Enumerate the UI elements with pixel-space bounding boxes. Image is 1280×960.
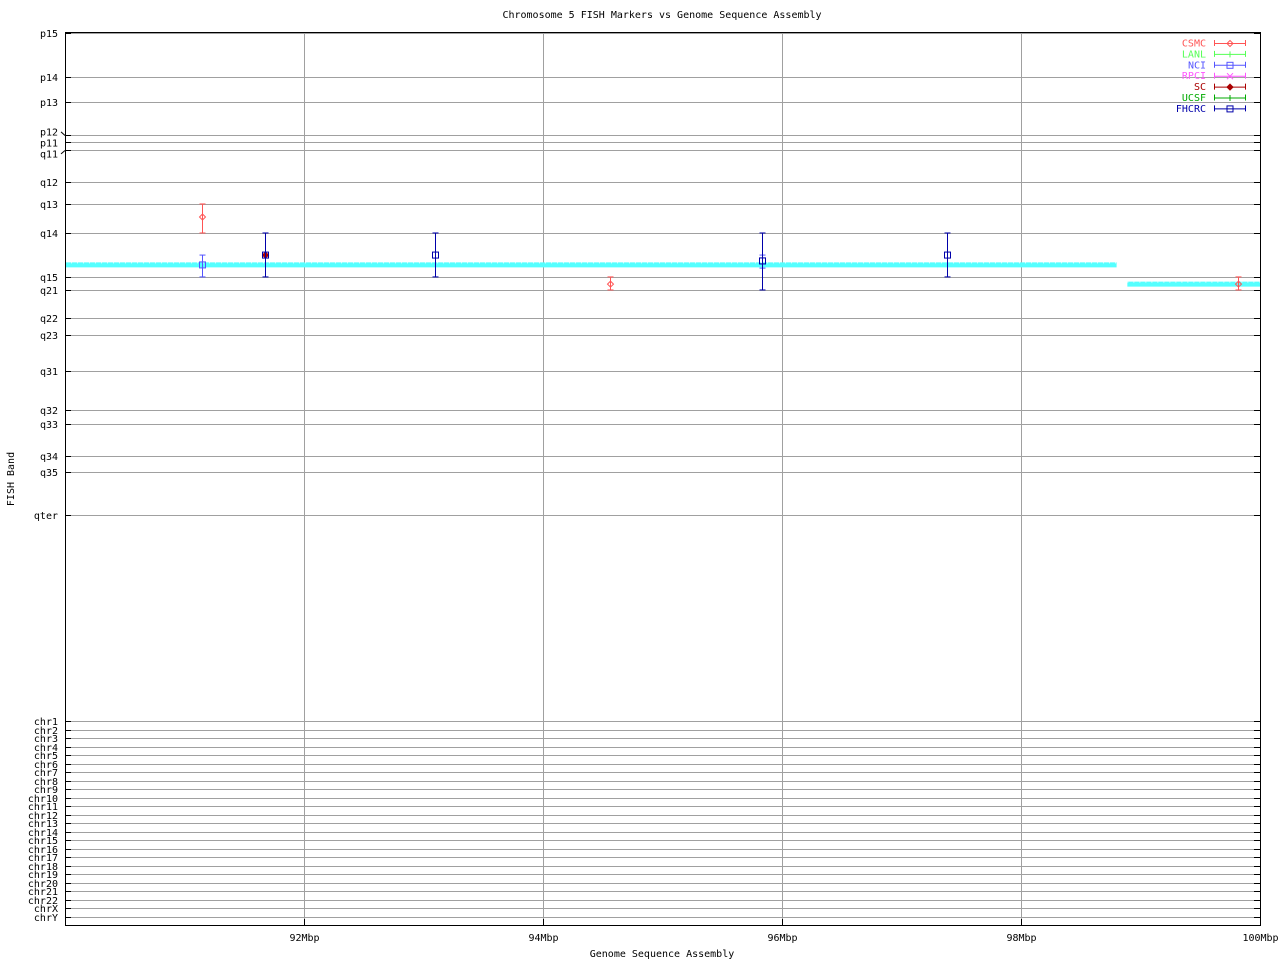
y-tick-label: q31 <box>40 367 58 378</box>
y-tick-label: q35 <box>40 468 58 479</box>
y-tick-label: chr6 <box>34 760 58 771</box>
square-marker <box>262 251 269 259</box>
square-marker <box>1226 61 1234 69</box>
y-tick-label: chr21 <box>28 887 58 898</box>
y-tick-leader <box>60 150 66 155</box>
y-tick-label: q33 <box>40 420 58 431</box>
square-marker <box>944 251 951 259</box>
square-marker <box>432 251 439 259</box>
square-marker <box>1226 105 1234 113</box>
legend-label: NCI <box>1188 60 1206 71</box>
y-tick-label: chr4 <box>34 743 58 754</box>
y-tick-label: p12 <box>40 127 58 138</box>
diamond-marker <box>1226 39 1234 48</box>
y-tick-label: chr1 <box>34 717 58 728</box>
y-tick-label: chr18 <box>28 862 58 873</box>
y-tick-leader <box>60 131 66 136</box>
y-tick-label: chr3 <box>34 734 58 745</box>
y-tick-label: q11 <box>40 149 58 160</box>
x-tick-label: 100Mbp <box>1242 933 1278 944</box>
y-tick-label: chr19 <box>28 870 58 881</box>
legend-label: RPCI <box>1182 71 1206 82</box>
y-tick-label: p14 <box>40 73 58 84</box>
y-tick-label: chr20 <box>28 879 58 890</box>
y-tick-label: chr16 <box>28 845 58 856</box>
chart-title: Chromosome 5 FISH Markers vs Genome Sequ… <box>502 10 821 21</box>
y-tick-label: chr14 <box>28 828 58 839</box>
diamond-marker <box>1226 83 1234 91</box>
y-tick-label: chr8 <box>34 777 58 788</box>
legend-label: FHCRC <box>1176 104 1206 115</box>
y-tick-label: chr2 <box>34 726 58 737</box>
legend-label: UCSF <box>1182 93 1206 104</box>
y-tick-label: chr9 <box>34 785 58 796</box>
y-tick-label: q23 <box>40 331 58 342</box>
square-marker <box>199 261 206 269</box>
y-tick-label: q14 <box>40 229 58 240</box>
y-axis-label: FISH Band <box>6 452 17 506</box>
y-tick-label: q32 <box>40 406 58 417</box>
plot-area <box>65 203 1260 291</box>
y-tick-label: q34 <box>40 452 58 463</box>
y-tick-label: chr22 <box>28 896 58 907</box>
y-tick-label: q22 <box>40 314 58 325</box>
diamond-marker <box>606 280 615 288</box>
y-tick-label: q21 <box>40 286 58 297</box>
y-tick-label: q15 <box>40 273 58 284</box>
legend-label: SC <box>1194 82 1206 93</box>
y-tick-label: chr15 <box>28 836 58 847</box>
diamond-marker <box>1234 280 1243 288</box>
y-tick-label: chr17 <box>28 853 58 864</box>
y-tick-label: chr7 <box>34 768 58 779</box>
square-marker <box>759 257 766 265</box>
x-tick-label: 92Mbp <box>289 933 319 944</box>
y-tick-label: q12 <box>40 178 58 189</box>
x-tick-label: 96Mbp <box>767 933 797 944</box>
y-tick-label: q13 <box>40 200 58 211</box>
legend-label: LANL <box>1182 49 1206 60</box>
y-tick-label: chr10 <box>28 794 58 805</box>
diamond-marker <box>198 213 207 221</box>
x-tick-label: 98Mbp <box>1006 933 1036 944</box>
y-tick-label: chr12 <box>28 811 58 822</box>
y-tick-label: qter <box>34 511 58 522</box>
x-axis-label: Genome Sequence Assembly <box>590 949 735 960</box>
y-tick-label: chrX <box>34 904 58 915</box>
y-tick-label: chr13 <box>28 819 58 830</box>
y-tick-label: chr11 <box>28 802 58 813</box>
y-tick-label: p11 <box>40 138 58 149</box>
legend-label: CSMC <box>1182 39 1206 50</box>
x-tick-label: 94Mbp <box>528 933 558 944</box>
cross-marker <box>1226 72 1234 80</box>
y-tick-label: chr5 <box>34 751 58 762</box>
plot-frame <box>65 32 1261 926</box>
y-tick-label: p13 <box>40 98 58 109</box>
y-tick-label: chrY <box>34 913 58 924</box>
y-tick-label: p15 <box>40 29 58 40</box>
